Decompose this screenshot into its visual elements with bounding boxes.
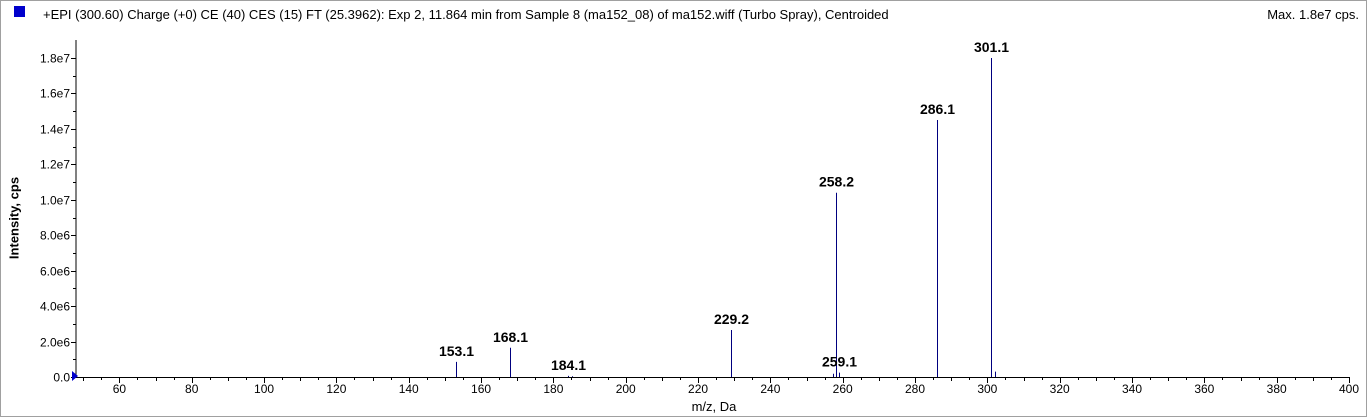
peak-label: 184.1 — [551, 357, 586, 373]
spectrum-title: +EPI (300.60) Charge (+0) CE (40) CES (1… — [43, 7, 889, 22]
x-tick-label: 300 — [977, 382, 997, 396]
y-tick-label: 1.2e7 — [40, 158, 70, 172]
y-tick-label: 1.4e7 — [40, 123, 70, 137]
x-tick-label: 80 — [185, 382, 199, 396]
x-tick-label: 180 — [543, 382, 563, 396]
peak-label: 258.2 — [819, 174, 854, 190]
peak-label: 259.1 — [822, 354, 857, 370]
x-tick-label: 220 — [688, 382, 708, 396]
peak-label: 286.1 — [920, 101, 955, 117]
peak-label: 168.1 — [493, 329, 528, 345]
x-tick-label: 240 — [760, 382, 780, 396]
y-tick-label: 2.0e6 — [40, 336, 70, 350]
x-tick-label: 320 — [1050, 382, 1070, 396]
x-tick-label: 60 — [113, 382, 127, 396]
x-tick-label: 380 — [1267, 382, 1287, 396]
x-tick-label: 160 — [471, 382, 491, 396]
y-tick-label: 4.0e6 — [40, 300, 70, 314]
x-tick-label: 100 — [254, 382, 274, 396]
peak-label: 153.1 — [439, 343, 474, 359]
x-tick-label: 120 — [326, 382, 346, 396]
x-tick-label: 280 — [905, 382, 925, 396]
sample-color-marker — [14, 6, 25, 17]
peak-label: 301.1 — [974, 39, 1009, 55]
y-tick-label: 8.0e6 — [40, 229, 70, 243]
x-tick-label: 200 — [616, 382, 636, 396]
max-intensity-label: Max. 1.8e7 cps. — [1267, 7, 1359, 22]
y-tick-label: 0.0 — [53, 371, 70, 385]
y-tick-label: 6.0e6 — [40, 265, 70, 279]
y-tick-label: 1.6e7 — [40, 87, 70, 101]
x-tick-label: 340 — [1122, 382, 1142, 396]
x-tick-label: 360 — [1194, 382, 1214, 396]
peak-label: 229.2 — [714, 311, 749, 327]
y-tick-label: 1.8e7 — [40, 52, 70, 66]
x-axis-label: m/z, Da — [691, 399, 737, 414]
origin-marker-icon — [72, 371, 78, 381]
y-tick-label: 1.0e7 — [40, 194, 70, 208]
x-tick-label: 260 — [833, 382, 853, 396]
x-tick-label: 140 — [399, 382, 419, 396]
x-tick-label: 400 — [1339, 382, 1359, 396]
